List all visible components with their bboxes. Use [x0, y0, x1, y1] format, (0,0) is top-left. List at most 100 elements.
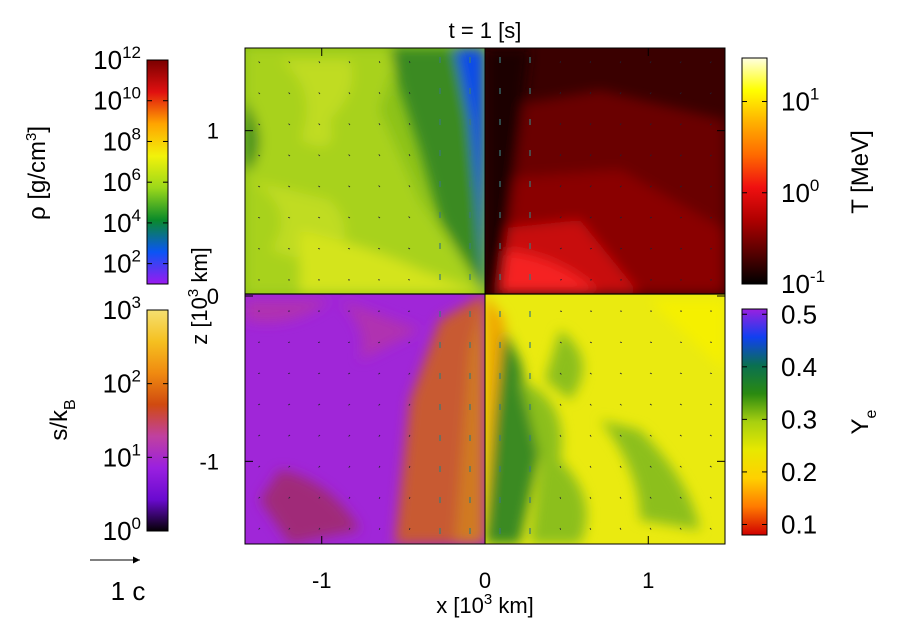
density-cb-tick-label-1: 104 [103, 206, 141, 238]
velocity-arrow-74 [378, 372, 381, 375]
velocity-arrow-220 [649, 434, 652, 437]
colorbar-density-gradient [146, 59, 169, 285]
velocity-arrow-187 [589, 403, 592, 406]
chart-title: t = 1 [s] [449, 18, 522, 43]
velocity-arrow-31 [288, 527, 291, 530]
velocity-arrow-70 [378, 247, 381, 250]
velocity-arrow-254 [709, 496, 712, 499]
velocity-arrow-18 [288, 123, 291, 126]
heatmap-quadrant-electron-fraction [485, 294, 725, 544]
velocity-arrow-44 [318, 434, 321, 437]
colorbar-temperature-gradient [741, 57, 768, 285]
density-cb-tick-label-3: 108 [103, 124, 141, 156]
density-cb-tick-label-4: 1010 [93, 84, 141, 116]
velocity-arrow-52 [348, 185, 351, 188]
velocity-arrow-194 [619, 123, 622, 126]
velocity-arrow-190 [589, 496, 592, 499]
velocity-arrow-196 [619, 185, 622, 188]
electron_fraction-cb-tick-label-1: 0.2 [781, 457, 817, 487]
velocity-arrow-173 [559, 465, 562, 468]
velocity-arrow-64 [378, 61, 381, 64]
heatmap-quadrant-entropy [245, 294, 485, 544]
density-region-3 [300, 230, 485, 294]
velocity-arrow-41 [317, 341, 321, 343]
velocity-arrow-59 [348, 403, 351, 406]
velocity-arrow-223 [649, 527, 652, 530]
velocity-arrow-172 [559, 434, 562, 437]
velocity-arrow-29 [288, 465, 291, 468]
velocity-arrow-192 [619, 61, 622, 64]
velocity-arrow-197 [619, 216, 622, 219]
entropy-region-2 [340, 300, 420, 360]
velocity-arrow-250 [709, 372, 713, 375]
velocity-arrow-90 [408, 372, 411, 375]
velocity-arrow-14 [258, 496, 261, 499]
velocity-arrow-81 [408, 91, 411, 95]
velocity-arrow-181 [589, 216, 592, 219]
velocity-arrow-45 [318, 465, 321, 468]
velocity-arrow-208 [649, 61, 652, 64]
entropy-cb-tick-label-0: 100 [103, 514, 141, 546]
velocity-arrow-4 [258, 185, 261, 188]
velocity-arrow-33 [318, 92, 321, 95]
velocity-arrow-20 [288, 185, 291, 188]
velocity-arrow-174 [559, 496, 562, 500]
colorbar-electron-fraction-gradient [741, 308, 768, 536]
velocity-arrow-75 [378, 403, 381, 406]
velocity-arrows [257, 57, 713, 534]
velocity-arrow-27 [288, 403, 291, 406]
velocity-arrow-11 [258, 403, 261, 406]
velocity-arrow-238 [679, 496, 682, 499]
velocity-arrow-63 [348, 527, 351, 530]
velocity-arrow-15 [258, 527, 261, 530]
velocity-arrow-222 [649, 496, 652, 499]
colorbar-electron-fraction: 0.1 0.2 0.3 0.4 0.5 Ye [741, 299, 880, 539]
velocity-arrow-80 [409, 60, 411, 64]
velocity-arrow-185 [589, 341, 592, 344]
velocity-arrow-30 [288, 496, 291, 499]
velocity-arrow-54 [347, 247, 351, 250]
velocity-arrow-79 [378, 527, 381, 530]
velocity-arrow-26 [287, 372, 291, 375]
heatmap-quadrant-temperature [485, 48, 725, 294]
velocity-arrow-13 [258, 465, 261, 468]
y-tick-label-2: -1 [199, 449, 219, 474]
velocity-arrow-32 [318, 61, 321, 64]
reference-arrowhead [133, 556, 140, 564]
colorbar-entropy-gradient [146, 309, 169, 532]
velocity-arrow-91 [408, 403, 411, 406]
velocity-arrow-160 [559, 60, 561, 64]
velocity-arrow-177 [589, 92, 592, 95]
density-region-4 [390, 48, 485, 294]
y-axis-label: z [103 km] [185, 247, 212, 345]
velocity-arrow-176 [589, 61, 592, 64]
velocity-arrow-255 [709, 527, 712, 530]
velocity-arrow-92 [408, 434, 411, 437]
ye-region-5 [485, 294, 505, 544]
velocity-arrow-191 [589, 527, 592, 530]
velocity-arrow-89 [408, 341, 411, 344]
velocity-arrow-251 [709, 403, 712, 406]
velocity-arrow-242 [709, 123, 712, 126]
velocity-arrow-169 [559, 341, 562, 344]
velocity-arrow-193 [619, 92, 622, 95]
reference-arrow-label: 1 c [111, 576, 146, 606]
velocity-arrow-234 [679, 372, 683, 375]
velocity-arrow-0 [258, 61, 261, 64]
velocity-arrow-229 [679, 216, 683, 219]
velocity-arrow-93 [408, 465, 411, 468]
density-cb-tick-label-0: 102 [103, 247, 141, 279]
velocity-arrow-236 [679, 434, 682, 437]
velocity-arrow-239 [679, 527, 682, 530]
velocity-arrow-28 [288, 434, 291, 437]
y-tick-label-1: 0 [207, 284, 219, 309]
velocity-arrow-82 [408, 123, 411, 126]
velocity-arrow-241 [709, 92, 712, 95]
velocity-arrow-46 [318, 496, 321, 499]
velocity-arrow-164 [559, 185, 562, 188]
velocity-arrow-36 [318, 185, 321, 188]
velocity-arrow-253 [709, 465, 712, 468]
velocity-arrow-10 [257, 372, 261, 375]
colorbar-density-label: ρ [g/cm3] [23, 126, 51, 220]
